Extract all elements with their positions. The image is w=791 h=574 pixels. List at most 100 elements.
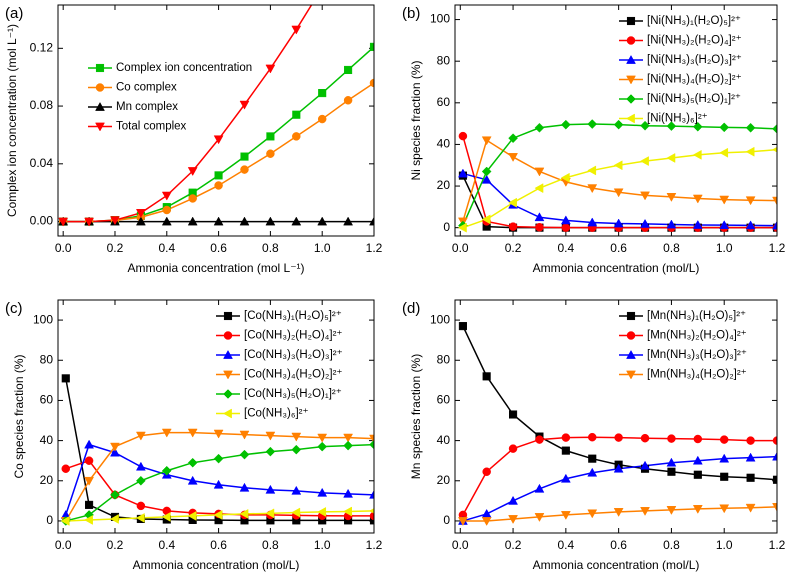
marker (240, 152, 249, 161)
marker (587, 184, 598, 194)
marker (746, 473, 755, 482)
marker (508, 515, 518, 524)
marker (667, 434, 676, 443)
marker (508, 222, 518, 231)
marker (534, 122, 545, 133)
marker (587, 509, 598, 519)
y-tick-label: 20 (437, 473, 451, 487)
legend-marker (626, 94, 636, 104)
marker (343, 433, 354, 443)
plot-area (60, 374, 374, 526)
marker (239, 430, 250, 440)
marker (135, 431, 146, 441)
y-tick-label: 0 (443, 220, 450, 234)
marker (667, 467, 676, 476)
marker (666, 219, 677, 229)
legend-label: [Co(NH₃)₃(H₂O)₃]²⁺ (244, 349, 343, 361)
plot-frame (57, 299, 375, 534)
x-tick-label: 0.6 (210, 538, 227, 552)
marker (213, 453, 224, 464)
marker (588, 454, 597, 463)
marker (509, 410, 518, 419)
marker (719, 195, 730, 205)
x-tick-label: 1.2 (366, 538, 383, 552)
marker (481, 166, 492, 177)
marker (110, 489, 120, 500)
legend-marker (95, 122, 105, 132)
x-tick-label: 0.2 (505, 538, 522, 552)
panel-label: (a) (5, 5, 23, 22)
marker (161, 216, 172, 226)
legend-label: Mn complex (116, 101, 178, 113)
marker (84, 456, 94, 465)
y-axis-label: Ni species fraction (%) (409, 60, 423, 180)
legend-label: [Ni(NH₃)₃(H₂O)₃]²⁺ (647, 54, 742, 66)
marker (187, 167, 198, 177)
marker (162, 205, 172, 215)
marker (84, 439, 95, 449)
marker (640, 156, 649, 167)
x-tick-label: 0.0 (55, 538, 72, 552)
y-tick-label: 20 (437, 178, 451, 192)
marker (265, 508, 275, 519)
marker (587, 467, 598, 477)
legend-label: [Co(NH₃)₂(H₂O)₄]²⁺ (244, 330, 342, 342)
marker (614, 433, 623, 442)
legend-marker (223, 311, 233, 321)
y-tick-label: 60 (437, 393, 451, 407)
plot-area (457, 119, 777, 233)
marker (666, 193, 677, 202)
x-tick-label: 0.4 (158, 538, 175, 552)
marker (291, 444, 302, 455)
marker (613, 188, 624, 198)
marker (587, 165, 597, 176)
marker (666, 457, 677, 467)
marker (291, 216, 302, 226)
marker (213, 216, 224, 226)
legend-marker (626, 36, 636, 45)
marker (534, 183, 544, 194)
x-tick-label: 1.0 (314, 241, 331, 255)
panel: (a) 0.0 0.2 0.4 0.6 0.8 1.0 1.2 0.00 0.04 0.08 0.12… (5, 4, 383, 275)
x-tick-label: 0.4 (158, 241, 175, 255)
y-tick-label: 0.12 (30, 40, 54, 54)
marker (640, 507, 650, 516)
y-tick-label: 60 (437, 95, 451, 109)
x-tick-label: 0.8 (262, 538, 279, 552)
marker (187, 428, 198, 438)
marker (291, 25, 302, 35)
y-tick-label: 0.04 (30, 156, 54, 170)
marker (534, 212, 545, 222)
marker (214, 181, 223, 190)
y-tick-label: 100 (430, 312, 450, 326)
legend-marker (626, 349, 636, 359)
marker (481, 508, 492, 518)
marker (640, 191, 650, 201)
marker (84, 476, 95, 486)
marker (61, 374, 70, 383)
legend-marker (626, 54, 636, 64)
y-tick-label: 80 (437, 352, 451, 366)
x-axis-label: Ammonia concentration (mol/L) (133, 558, 300, 572)
marker (508, 444, 518, 453)
marker (719, 147, 729, 158)
marker (508, 153, 518, 162)
marker (187, 457, 198, 468)
y-axis-label: Mn species fraction (%) (409, 354, 423, 479)
marker (161, 465, 172, 476)
marker (482, 372, 491, 381)
marker (482, 467, 491, 476)
marker (587, 217, 598, 227)
marker (720, 472, 729, 481)
y-tick-label: 0.08 (30, 98, 54, 112)
marker (640, 460, 650, 470)
marker (561, 223, 571, 232)
marker (291, 507, 301, 518)
x-axis-label: Ammonia concentration (mol/L) (533, 558, 700, 572)
x-axis-label: Ammonia concentration (mol L⁻¹) (127, 261, 304, 275)
marker (213, 509, 223, 520)
x-tick-label: 0.2 (505, 241, 522, 255)
marker (344, 65, 353, 75)
marker (719, 220, 730, 230)
legend-label: [Ni(NH₃)₄(H₂O)₂]²⁺ (647, 74, 742, 86)
